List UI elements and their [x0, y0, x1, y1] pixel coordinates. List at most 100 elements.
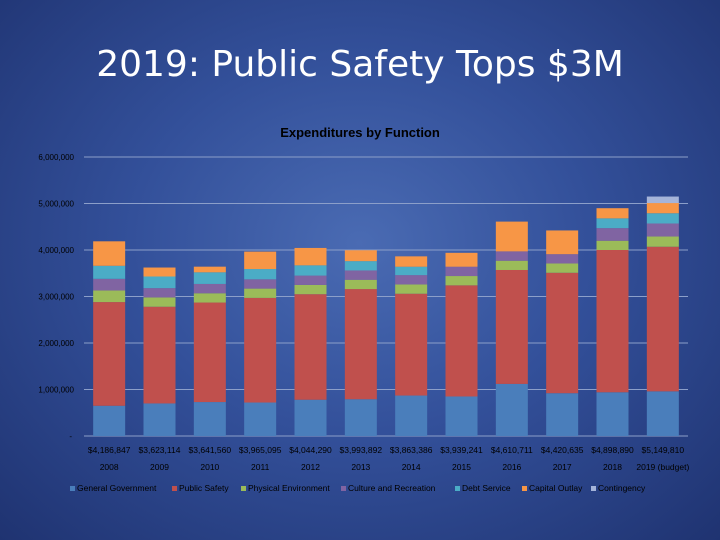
total-label: $3,965,095: [239, 445, 282, 455]
bar-segment-capital-outlay: [193, 266, 226, 273]
bar-segment-public-safety: [294, 294, 327, 400]
legend-label: General Government: [77, 483, 157, 493]
bar-segment-general-government: [244, 402, 277, 436]
x-tick-label: 2015: [452, 462, 471, 472]
bar-segment-debt-service: [294, 265, 327, 276]
bar-segment-general-government: [143, 403, 176, 436]
bar-segment-public-safety: [495, 269, 528, 384]
bar-segment-culture-and-recreation: [546, 254, 579, 264]
legend-swatch: [455, 486, 460, 491]
x-tick-label: 2008: [100, 462, 119, 472]
legend-label: Public Safety: [179, 483, 229, 493]
y-axis: - 1,000,000 2,000,000 3,000,000 4,000,000 5,0…: [38, 153, 74, 441]
bar-segment-capital-outlay: [445, 252, 478, 267]
total-label: $4,420,635: [541, 445, 584, 455]
bar-segment-capital-outlay: [395, 256, 428, 267]
bar-segment-capital-outlay: [495, 221, 528, 252]
legend-swatch: [70, 486, 75, 491]
x-tick-label: 2013: [351, 462, 370, 472]
bar-segment-culture-and-recreation: [495, 251, 528, 261]
bar-segment-capital-outlay: [143, 267, 176, 277]
bar-segment-physical-environment: [294, 284, 327, 295]
bar-segment-general-government: [193, 402, 226, 436]
legend: General Government Public Safety Physical …: [70, 483, 646, 493]
bar-segment-capital-outlay: [244, 251, 277, 270]
bar-segment-capital-outlay: [294, 247, 327, 266]
bar-segment-public-safety: [193, 302, 226, 403]
x-tick-label: 2009: [150, 462, 169, 472]
bar-segment-public-safety: [646, 246, 679, 392]
bar-segment-debt-service: [395, 266, 428, 276]
chart-title: Expenditures by Function: [280, 125, 440, 140]
total-label: $4,044,290: [289, 445, 332, 455]
legend-label: Culture and Recreation: [348, 483, 436, 493]
bar-segment-physical-environment: [546, 263, 579, 273]
bar-segment-culture-and-recreation: [93, 278, 126, 291]
x-tick-label: 2012: [301, 462, 320, 472]
total-label: $3,939,241: [440, 445, 483, 455]
total-label: $3,863,386: [390, 445, 433, 455]
bar-segment-physical-environment: [596, 240, 629, 250]
legend-label: Contingency: [598, 483, 646, 493]
bar-segment-culture-and-recreation: [646, 223, 679, 237]
legend-label: Debt Service: [462, 483, 511, 493]
bar-segment-capital-outlay: [93, 241, 126, 266]
total-label: $3,993,892: [340, 445, 383, 455]
bars: [93, 196, 679, 436]
bar-segment-culture-and-recreation: [143, 288, 176, 298]
bar-segment-physical-environment: [93, 290, 126, 303]
bar-segment-physical-environment: [445, 276, 478, 286]
bar-segment-contingency: [646, 196, 679, 204]
legend-swatch: [241, 486, 246, 491]
total-label: $4,898,890: [591, 445, 634, 455]
bar-segment-general-government: [495, 383, 528, 436]
bar-segment-public-safety: [93, 302, 126, 406]
bar-segment-general-government: [344, 399, 377, 436]
bar-segment-debt-service: [143, 276, 176, 289]
y-tick-label: 6,000,000: [38, 153, 74, 162]
legend-swatch: [591, 486, 596, 491]
bar-segment-culture-and-recreation: [395, 275, 428, 285]
total-label: $3,641,560: [189, 445, 232, 455]
bar-segment-public-safety: [445, 285, 478, 397]
bar-segment-debt-service: [244, 269, 277, 280]
bar-segment-culture-and-recreation: [193, 283, 226, 294]
bar-segment-culture-and-recreation: [244, 279, 277, 289]
bar-segment-public-safety: [546, 272, 579, 394]
y-tick-label: -: [69, 432, 72, 441]
bar-segment-capital-outlay: [344, 250, 377, 262]
bar-segment-public-safety: [596, 250, 629, 393]
legend-swatch: [172, 486, 177, 491]
legend-swatch: [522, 486, 527, 491]
bar-segment-physical-environment: [646, 236, 679, 247]
x-tick-label: 2016: [502, 462, 521, 472]
bar-segment-physical-environment: [344, 279, 377, 290]
x-tick-label: 2017: [553, 462, 572, 472]
bar-segment-capital-outlay: [596, 208, 629, 219]
bar-segment-general-government: [596, 392, 629, 436]
total-label: $3,623,114: [139, 445, 181, 455]
bar-segment-general-government: [294, 399, 327, 436]
x-tick-label: 2010: [200, 462, 219, 472]
x-tick-label: 2011: [251, 462, 270, 472]
bar-segment-general-government: [445, 396, 478, 436]
bar-segment-general-government: [646, 391, 679, 436]
total-label: $5,149,810: [642, 445, 685, 455]
bar-segment-general-government: [546, 393, 579, 436]
bar-segment-physical-environment: [395, 284, 428, 294]
x-tick-label: 2019 (budget): [636, 462, 689, 472]
bar-segment-debt-service: [596, 218, 629, 229]
slide-title: 2019: Public Safety Tops $3M: [96, 44, 624, 85]
bar-segment-general-government: [395, 395, 428, 436]
x-tick-label: 2014: [402, 462, 421, 472]
total-label: $4,186,847: [88, 445, 131, 455]
bar-segment-debt-service: [646, 213, 679, 224]
bar-segment-debt-service: [193, 272, 226, 284]
y-tick-label: 3,000,000: [38, 293, 74, 302]
bar-segment-public-safety: [143, 306, 176, 404]
bar-segment-public-safety: [244, 297, 277, 403]
bar-segment-culture-and-recreation: [445, 266, 478, 277]
legend-label: Capital Outlay: [529, 483, 583, 493]
bar-segment-physical-environment: [193, 293, 226, 303]
